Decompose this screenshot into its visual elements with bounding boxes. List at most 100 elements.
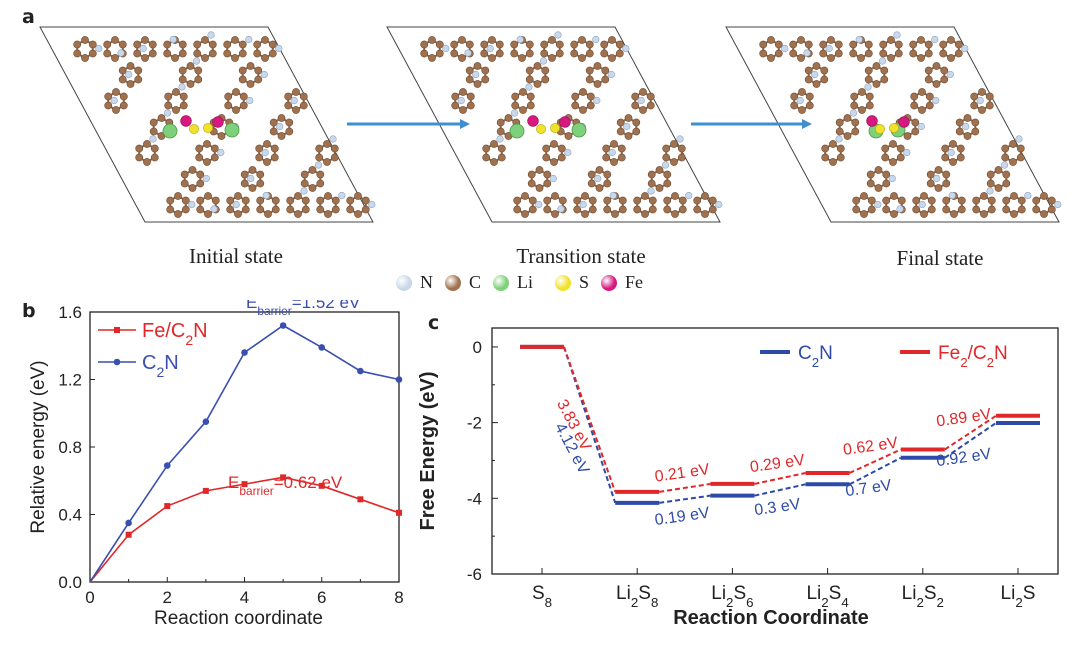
n-atom	[825, 44, 833, 53]
x-tick-label: 2	[163, 588, 172, 607]
c-atom	[874, 184, 883, 192]
c-atom	[882, 179, 891, 188]
c-atom	[1001, 153, 1010, 162]
c-atom	[926, 179, 935, 188]
panel-c-letter: c	[428, 312, 440, 334]
c-atom	[571, 92, 580, 101]
c-atom	[527, 179, 536, 188]
n-atom	[300, 187, 308, 195]
n-atom	[803, 49, 811, 57]
c-atom	[879, 49, 888, 58]
c-atom	[616, 118, 625, 127]
c-atom	[548, 36, 556, 44]
c-atom	[526, 101, 535, 110]
c-atom	[193, 49, 202, 58]
c-atom	[864, 66, 873, 75]
c-atom	[316, 179, 325, 188]
fe-atom	[559, 116, 571, 128]
n-atom	[962, 122, 970, 131]
c-atom	[346, 205, 355, 214]
c-atom	[971, 118, 980, 127]
c-atom	[662, 153, 671, 162]
c-atom	[163, 40, 172, 49]
c-atom	[172, 106, 180, 114]
data-point	[241, 481, 248, 488]
n-atom	[609, 191, 617, 200]
c-atom	[133, 40, 142, 49]
n-atom	[811, 70, 819, 79]
c-atom	[270, 153, 279, 162]
c-atom	[203, 158, 211, 166]
c-atom	[246, 62, 255, 70]
n-atom	[579, 200, 587, 209]
c-atom	[819, 40, 828, 49]
c-atom	[608, 36, 616, 44]
c-atom	[234, 210, 242, 218]
n-atom	[260, 70, 268, 79]
y-tick-label: 0.8	[58, 438, 82, 457]
y-tick-label: -6	[467, 565, 482, 584]
c-atom	[917, 54, 925, 62]
c-atom	[986, 179, 995, 188]
c-atom	[909, 40, 918, 49]
c-atom	[480, 49, 489, 58]
step-energy-label: 0.29 eV	[749, 452, 806, 477]
n-atom	[931, 35, 939, 44]
c-atom	[835, 127, 844, 136]
c-atom	[633, 196, 642, 205]
c-atom	[980, 210, 988, 218]
c-atom	[954, 49, 963, 58]
c-atom	[253, 49, 262, 58]
c-atom	[570, 40, 579, 49]
n-atom	[210, 205, 218, 213]
c-atom	[708, 196, 717, 205]
n-atom	[510, 109, 519, 117]
x-tick-label: 4	[240, 588, 249, 607]
c-atom	[459, 88, 467, 96]
c-atom	[232, 88, 240, 96]
c-atom	[678, 205, 687, 214]
c-atom	[804, 40, 813, 49]
c-atom	[1016, 153, 1025, 162]
c-atom	[624, 114, 633, 122]
fe-atom	[180, 115, 192, 127]
c-atom	[578, 54, 586, 62]
step-energy-label: 0.21 eV	[654, 461, 711, 486]
c-atom	[759, 40, 768, 49]
c-atom	[178, 49, 187, 58]
n-atom	[457, 96, 465, 105]
c-atom	[284, 101, 293, 110]
c-atom	[550, 158, 558, 166]
y-tick-label: 0.0	[58, 573, 82, 592]
c-atom	[223, 49, 232, 58]
c-atom	[450, 40, 459, 49]
c-atom	[299, 92, 308, 101]
c-atom	[879, 40, 888, 49]
c-atom	[149, 127, 158, 136]
n-atom	[202, 174, 210, 183]
c-atom	[473, 62, 482, 70]
c-atom	[970, 92, 979, 101]
c-atom	[894, 40, 903, 49]
c-atom	[174, 210, 182, 218]
c-atom	[602, 144, 611, 153]
data-point	[395, 376, 403, 383]
c-atom	[119, 92, 128, 101]
c-atom	[510, 40, 519, 49]
c-atom	[587, 170, 596, 179]
c-atom	[361, 205, 370, 214]
c-atom	[618, 205, 627, 214]
c-atom	[551, 192, 559, 200]
c-atom	[458, 36, 466, 44]
c-atom	[617, 153, 626, 162]
c-atom	[1002, 205, 1011, 214]
c-atom	[860, 210, 868, 218]
c-atom	[301, 196, 310, 205]
c-atom	[224, 101, 233, 110]
s-atom	[189, 124, 199, 134]
final-state-label: Final state	[896, 246, 984, 270]
c-atom	[496, 118, 505, 127]
c-atom	[238, 49, 247, 58]
n-atom	[464, 49, 472, 57]
c-atom	[633, 205, 642, 214]
